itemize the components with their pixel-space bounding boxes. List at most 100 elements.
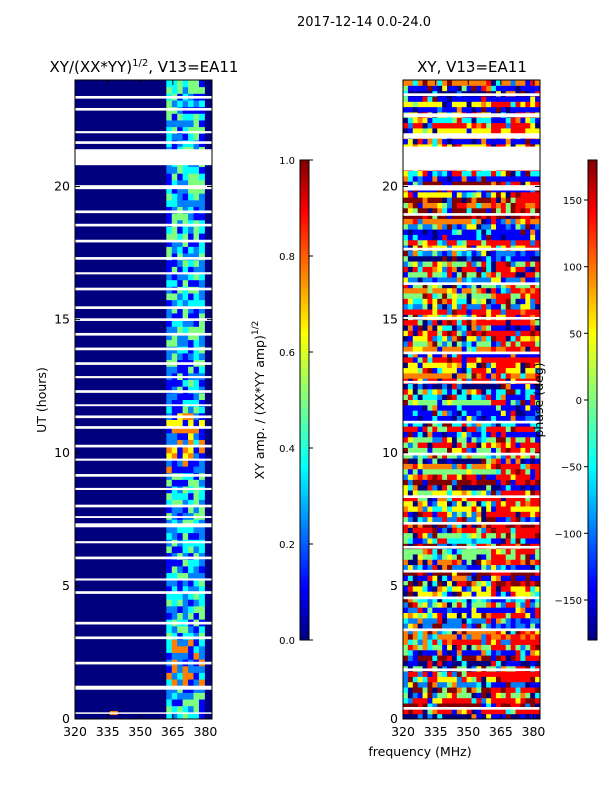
right-cell bbox=[495, 463, 502, 470]
right-cell bbox=[407, 261, 414, 267]
left-cell bbox=[171, 379, 178, 387]
right-cell bbox=[432, 713, 438, 719]
right-cell bbox=[466, 639, 472, 645]
right-cell bbox=[500, 261, 507, 267]
right-cell bbox=[461, 410, 468, 416]
right-cell bbox=[530, 207, 536, 214]
right-cell bbox=[476, 191, 482, 198]
right-cell bbox=[525, 458, 531, 464]
right-cell bbox=[525, 713, 531, 719]
right-cell bbox=[481, 191, 487, 198]
left-cell bbox=[182, 599, 189, 607]
right-cell bbox=[466, 122, 472, 129]
left-cell bbox=[166, 559, 173, 567]
right-cell bbox=[451, 106, 458, 113]
right-cell bbox=[520, 298, 526, 305]
right-cell bbox=[437, 490, 443, 496]
right-cell bbox=[491, 506, 497, 512]
right-cell bbox=[417, 340, 424, 347]
right-cell bbox=[471, 474, 477, 480]
right-cell bbox=[535, 191, 540, 198]
left-cell bbox=[193, 439, 200, 447]
left-cell bbox=[166, 326, 173, 334]
right-cell bbox=[417, 362, 424, 369]
left-ytick-label: 15 bbox=[54, 312, 70, 327]
right-cell bbox=[447, 394, 453, 400]
right-cell bbox=[447, 223, 453, 230]
left-cell bbox=[188, 352, 195, 361]
right-cell bbox=[515, 452, 521, 459]
right-cell bbox=[491, 447, 497, 454]
right-cell bbox=[403, 191, 409, 198]
right-cell bbox=[422, 138, 428, 145]
right-cell bbox=[476, 362, 482, 369]
right-cell bbox=[495, 330, 502, 337]
left-cell bbox=[193, 652, 200, 660]
right-cell bbox=[481, 324, 487, 331]
right-cell bbox=[466, 511, 472, 518]
right-cell bbox=[461, 388, 468, 395]
right-cell bbox=[451, 362, 458, 369]
right-cell bbox=[412, 527, 419, 534]
right-cell bbox=[432, 293, 438, 299]
right-cell bbox=[535, 356, 540, 363]
right-cell bbox=[407, 639, 414, 645]
left-cell bbox=[188, 80, 195, 88]
right-cell bbox=[466, 420, 472, 427]
right-cell bbox=[461, 303, 468, 310]
left-cell bbox=[198, 379, 205, 387]
left-cell bbox=[193, 173, 200, 181]
right-cell bbox=[461, 713, 468, 719]
right-cell bbox=[505, 628, 512, 635]
right-cell bbox=[432, 585, 438, 592]
right-cell bbox=[520, 564, 526, 571]
right-cell bbox=[456, 362, 463, 369]
right-cell bbox=[403, 223, 409, 230]
right-cell bbox=[471, 537, 477, 544]
right-cell bbox=[486, 85, 492, 92]
left-cell bbox=[182, 499, 189, 507]
right-cell bbox=[530, 692, 536, 699]
right-cell bbox=[525, 85, 531, 92]
right-cell bbox=[466, 330, 472, 337]
right-cell bbox=[427, 335, 433, 342]
right-cell bbox=[461, 122, 468, 129]
right-cell bbox=[471, 266, 477, 273]
right-cell bbox=[515, 372, 521, 379]
right-cell bbox=[466, 170, 472, 177]
right-cell bbox=[505, 575, 512, 582]
right-cell bbox=[412, 191, 419, 198]
left-cell bbox=[177, 506, 184, 514]
right-cell bbox=[403, 436, 409, 443]
right-cell bbox=[466, 564, 472, 571]
left-cell bbox=[171, 426, 178, 434]
right-cell bbox=[432, 644, 438, 651]
right-cell bbox=[530, 255, 536, 262]
right-cell bbox=[495, 351, 502, 358]
right-cell bbox=[447, 250, 453, 257]
right-cell bbox=[505, 287, 512, 294]
left-cell bbox=[193, 665, 200, 673]
left-cell bbox=[171, 179, 178, 187]
left-cell bbox=[171, 213, 178, 221]
right-cell bbox=[481, 420, 487, 427]
right-cell bbox=[476, 298, 482, 305]
left-data-gap bbox=[75, 556, 212, 560]
right-cell bbox=[476, 527, 482, 534]
phase-cbar-tick-label: 150 bbox=[563, 196, 582, 207]
right-cell bbox=[456, 559, 463, 566]
right-cell bbox=[505, 308, 512, 315]
right-cell bbox=[461, 649, 468, 656]
right-cell bbox=[491, 372, 497, 379]
right-cell bbox=[525, 271, 531, 278]
right-cell bbox=[412, 404, 419, 411]
right-cell bbox=[515, 607, 521, 613]
right-cell bbox=[471, 639, 477, 645]
right-cell bbox=[486, 319, 492, 326]
left-cell bbox=[198, 99, 205, 108]
right-data-gap bbox=[403, 628, 540, 632]
right-cell bbox=[471, 271, 477, 278]
right-cell bbox=[505, 250, 512, 257]
right-cell bbox=[515, 447, 521, 454]
right-cell bbox=[510, 170, 517, 177]
